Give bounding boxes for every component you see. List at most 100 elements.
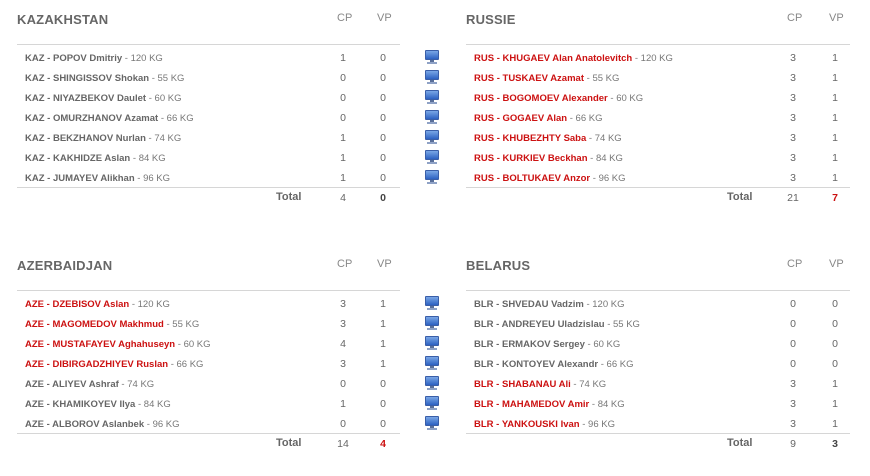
athlete-name: KAZ - OMURZHANOV Azamat - 66 KG bbox=[25, 113, 194, 124]
monitor-icon[interactable] bbox=[425, 110, 439, 125]
monitor-icon[interactable] bbox=[425, 70, 439, 85]
weight-value: 84 KG bbox=[138, 153, 166, 164]
total-separator bbox=[17, 433, 400, 434]
weight-value: 60 KG bbox=[154, 93, 182, 104]
header-separator bbox=[466, 44, 850, 45]
athlete-label: BLR - SHABANAU Ali bbox=[474, 379, 571, 390]
country-code: RUS bbox=[474, 73, 495, 84]
athlete-label: KAZ - POPOV Dmitriy bbox=[25, 53, 122, 64]
athlete-label: KAZ - JUMAYEV Alikhan bbox=[25, 173, 135, 184]
athlete-fullname: KHAMIKOYEV Ilya bbox=[52, 399, 136, 410]
cp-value: 3 bbox=[790, 152, 796, 164]
athlete-name: RUS - GOGAEV Alan - 66 KG bbox=[474, 113, 602, 124]
total-label: Total bbox=[276, 437, 302, 449]
country-code: AZE bbox=[25, 359, 44, 370]
monitor-icon[interactable] bbox=[425, 170, 439, 185]
monitor-icon[interactable] bbox=[425, 150, 439, 165]
cp-value: 3 bbox=[790, 92, 796, 104]
monitor-icon[interactable] bbox=[425, 356, 439, 371]
country-code: AZE bbox=[25, 379, 44, 390]
vp-value: 0 bbox=[380, 398, 386, 410]
athlete-fullname: MAHAMEDOV Amir bbox=[501, 399, 590, 410]
total-vp: 0 bbox=[380, 192, 386, 204]
monitor-icon[interactable] bbox=[425, 296, 439, 311]
separator-dash: - bbox=[590, 173, 599, 184]
athlete-name: KAZ - KAKHIDZE Aslan - 84 KG bbox=[25, 153, 166, 164]
country-code: AZE bbox=[25, 399, 44, 410]
separator-dash: - bbox=[135, 399, 144, 410]
cp-value: 3 bbox=[790, 112, 796, 124]
athlete-name: BLR - SHVEDAU Vadzim - 120 KG bbox=[474, 299, 624, 310]
cp-value: 3 bbox=[790, 132, 796, 144]
cp-value: 3 bbox=[340, 298, 346, 310]
athlete-name: RUS - BOLTUKAEV Anzor - 96 KG bbox=[474, 173, 626, 184]
weight-class: - 66 KG bbox=[567, 113, 603, 124]
header-separator bbox=[466, 290, 850, 291]
athlete-name: AZE - ALIYEV Ashraf - 74 KG bbox=[25, 379, 154, 390]
weight-class: - 74 KG bbox=[119, 379, 154, 390]
monitor-icon[interactable] bbox=[425, 416, 439, 431]
athlete-label: KAZ - SHINGISSOV Shokan bbox=[25, 73, 149, 84]
athlete-label: KAZ - KAKHIDZE Aslan bbox=[25, 153, 130, 164]
vp-value: 0 bbox=[380, 132, 386, 144]
separator-dash: - bbox=[494, 93, 503, 104]
cp-value: 3 bbox=[790, 398, 796, 410]
cp-value: 0 bbox=[790, 358, 796, 370]
total-cp: 14 bbox=[337, 438, 349, 450]
monitor-icon[interactable] bbox=[425, 336, 439, 351]
athlete-fullname: ANDREYEU Uladzislau bbox=[501, 319, 605, 330]
monitor-icon[interactable] bbox=[425, 396, 439, 411]
cp-value: 3 bbox=[340, 358, 346, 370]
weight-class: - 120 KG bbox=[632, 53, 673, 64]
separator-dash: - bbox=[44, 133, 53, 144]
athlete-label: BLR - YANKOUSKI Ivan bbox=[474, 419, 580, 430]
cp-value: 0 bbox=[340, 112, 346, 124]
cp-column-header: CP bbox=[337, 258, 353, 270]
total-cp: 21 bbox=[787, 192, 799, 204]
vp-value: 0 bbox=[380, 418, 386, 430]
athlete-label: AZE - MAGOMEDOV Makhmud bbox=[25, 319, 164, 330]
monitor-icon[interactable] bbox=[425, 376, 439, 391]
country-code: BLR bbox=[474, 379, 494, 390]
weight-class: - 66 KG bbox=[158, 113, 194, 124]
vp-value: 1 bbox=[832, 132, 838, 144]
weight-value: 60 KG bbox=[616, 93, 644, 104]
weight-value: 55 KG bbox=[172, 319, 200, 330]
athlete-fullname: KURKIEV Beckhan bbox=[502, 153, 588, 164]
weight-class: - 55 KG bbox=[149, 73, 185, 84]
vp-value: 1 bbox=[380, 338, 386, 350]
athlete-fullname: SHABANAU Ali bbox=[501, 379, 571, 390]
athlete-label: RUS - TUSKAEV Azamat bbox=[474, 73, 584, 84]
athlete-label: BLR - SHVEDAU Vadzim bbox=[474, 299, 584, 310]
separator-dash: - bbox=[494, 173, 503, 184]
country-code: KAZ bbox=[25, 173, 45, 184]
weight-value: 96 KG bbox=[588, 419, 615, 430]
separator-dash: - bbox=[493, 319, 502, 330]
monitor-icon[interactable] bbox=[425, 316, 439, 331]
cp-value: 3 bbox=[790, 378, 796, 390]
cp-value: 1 bbox=[340, 52, 346, 64]
vp-value: 1 bbox=[832, 52, 838, 64]
athlete-name: RUS - KURKIEV Beckhan - 84 KG bbox=[474, 153, 623, 164]
separator-dash: - bbox=[44, 53, 53, 64]
monitor-icon[interactable] bbox=[425, 50, 439, 65]
separator-dash: - bbox=[493, 379, 502, 390]
athlete-name: AZE - KHAMIKOYEV Ilya - 84 KG bbox=[25, 399, 171, 410]
monitor-icon[interactable] bbox=[425, 90, 439, 105]
separator-dash: - bbox=[632, 53, 641, 64]
total-label: Total bbox=[727, 437, 753, 449]
vp-column-header: VP bbox=[377, 12, 392, 24]
country-code: AZE bbox=[25, 419, 44, 430]
country-code: BLR bbox=[474, 399, 494, 410]
country-code: KAZ bbox=[25, 93, 45, 104]
cp-column-header: CP bbox=[337, 12, 353, 24]
separator-dash: - bbox=[493, 419, 502, 430]
separator-dash: - bbox=[586, 133, 595, 144]
athlete-fullname: JUMAYEV Alikhan bbox=[52, 173, 135, 184]
cp-value: 3 bbox=[340, 318, 346, 330]
weight-value: 66 KG bbox=[606, 359, 634, 370]
athlete-name: RUS - TUSKAEV Azamat - 55 KG bbox=[474, 73, 619, 84]
weight-value: 60 KG bbox=[183, 339, 211, 350]
vp-value: 1 bbox=[832, 418, 838, 430]
monitor-icon[interactable] bbox=[425, 130, 439, 145]
